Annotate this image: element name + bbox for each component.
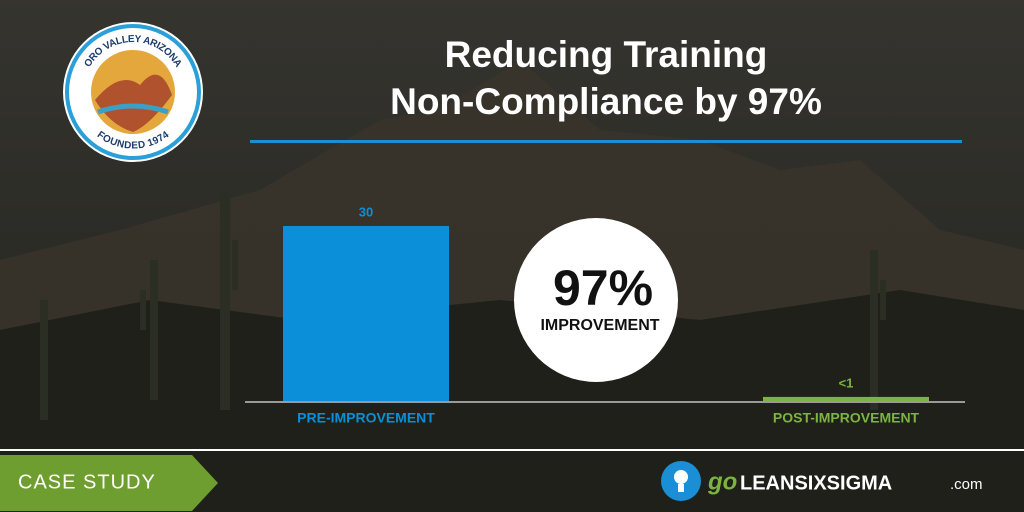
- category-label: PRE-IMPROVEMENT: [297, 410, 435, 426]
- bar: [283, 226, 449, 401]
- badge: 97% IMPROVEMENT: [514, 218, 678, 382]
- tag-shape: [0, 455, 218, 511]
- bulb-base: [678, 484, 684, 492]
- title-underline: [250, 140, 962, 143]
- category-label: POST-IMPROVEMENT: [773, 410, 920, 426]
- title-line: Reducing Training: [445, 34, 768, 75]
- value-label: <1: [839, 375, 854, 390]
- brand-go: go: [707, 468, 737, 495]
- brand-domain: .com: [950, 476, 983, 493]
- logo: ORO VALLEY ARIZONA FOUNDED 1974: [63, 22, 203, 162]
- cacti: [40, 190, 886, 420]
- brand-name: LEANSIXSIGMA: [740, 472, 892, 494]
- value-label: 30: [359, 204, 373, 219]
- tag-text: CASE STUDY: [18, 471, 156, 493]
- bar: [763, 396, 929, 401]
- badge-label: IMPROVEMENT: [540, 317, 659, 334]
- bulb: [674, 470, 688, 484]
- title-line: Non-Compliance by 97%: [390, 81, 822, 122]
- badge-value: 97%: [553, 260, 653, 316]
